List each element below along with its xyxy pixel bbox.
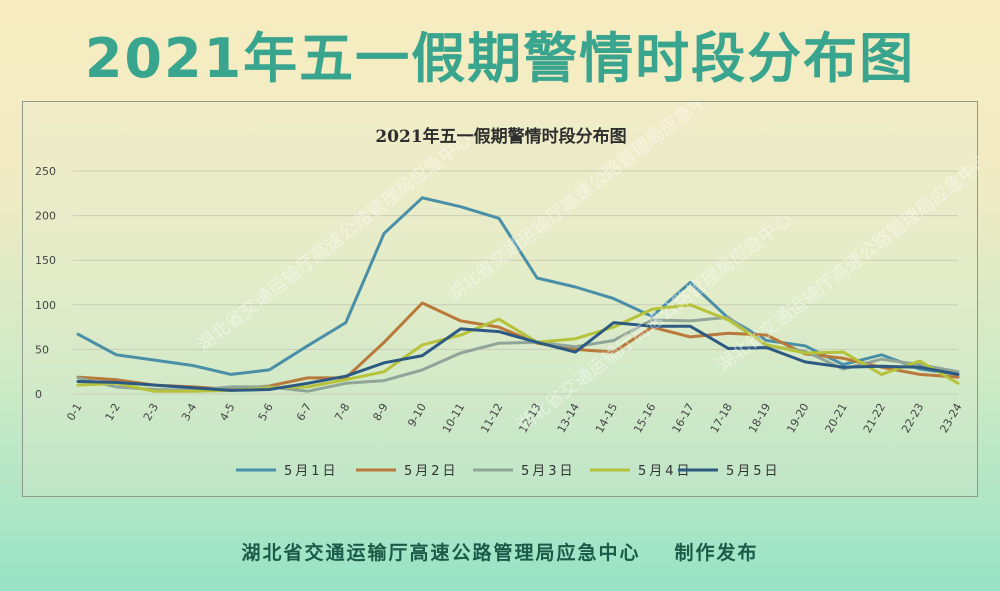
- x-tick-label: 21-22: [861, 401, 888, 435]
- legend-label-3: 5月3日: [521, 464, 576, 479]
- footer: 湖北省交通运输厅高速公路管理局应急中心 制作发布: [0, 538, 1000, 565]
- page-title: 2021年五一假期警情时段分布图: [84, 27, 916, 90]
- y-tick-label: 150: [35, 254, 56, 267]
- x-tick-label: 5-6: [256, 401, 276, 423]
- x-tick-label: 8-9: [370, 401, 390, 423]
- chart-title: 2021年五一假期警情时段分布图: [375, 126, 626, 147]
- x-tick-label: 18-19: [746, 401, 773, 435]
- watermark-text: 湖北省交通运输厅高速公路管理局应急中心: [513, 209, 795, 436]
- line-chart: 2021年五一假期警情时段分布图 0 50 100 150 200 250 0-1 1-2 2-3…: [35, 102, 979, 479]
- x-tick-label: 9-10: [405, 401, 429, 429]
- x-tick-label: 14-15: [593, 401, 620, 435]
- x-tick-label: 6-7: [294, 401, 314, 423]
- x-tick-label: 20-21: [823, 401, 850, 435]
- y-tick-label: 0: [35, 388, 42, 401]
- x-tick-label: 7-8: [332, 401, 352, 423]
- x-tick-label: 17-18: [708, 401, 735, 435]
- x-tick-label: 22-23: [899, 401, 926, 435]
- legend-label-1: 5月1日: [284, 464, 339, 479]
- x-tick-label: 11-12: [478, 401, 505, 435]
- x-tick-label: 4-5: [217, 401, 237, 423]
- y-tick-label: 250: [35, 165, 56, 178]
- series-line-1: [76, 196, 960, 376]
- legend-label-4: 5月4日: [638, 464, 693, 479]
- legend-label-5: 5月5日: [726, 464, 781, 479]
- x-tick-label: 2-3: [141, 401, 161, 423]
- x-tick-label: 19-20: [784, 401, 811, 435]
- series-line-5: [76, 321, 960, 392]
- x-tick-label: 10-11: [440, 401, 467, 435]
- legend-label-2: 5月2日: [404, 464, 459, 479]
- x-tick-label: 15-16: [631, 401, 658, 435]
- y-tick-label: 50: [35, 343, 49, 356]
- footer-action: 制作发布: [674, 542, 759, 564]
- x-tick-label: 3-4: [179, 401, 199, 423]
- y-tick-label: 200: [35, 210, 56, 223]
- x-tick-label: 16-17: [670, 401, 697, 435]
- chart-panel: 2021年五一假期警情时段分布图 0 50 100 150 200 250 0-1 1-2 2-3…: [22, 101, 979, 497]
- watermark-text: 湖北省交通运输厅高速公路管理局应急中心: [193, 129, 475, 356]
- x-tick-label: 1-2: [103, 401, 123, 423]
- watermark-text: 湖北省交通运输厅高速公路管理局应急中心: [713, 149, 979, 376]
- x-tick-label: 23-24: [937, 401, 964, 435]
- y-tick-label: 100: [35, 299, 56, 312]
- footer-org: 湖北省交通运输厅高速公路管理局应急中心: [241, 542, 641, 564]
- x-tick-label: 0-1: [64, 401, 84, 423]
